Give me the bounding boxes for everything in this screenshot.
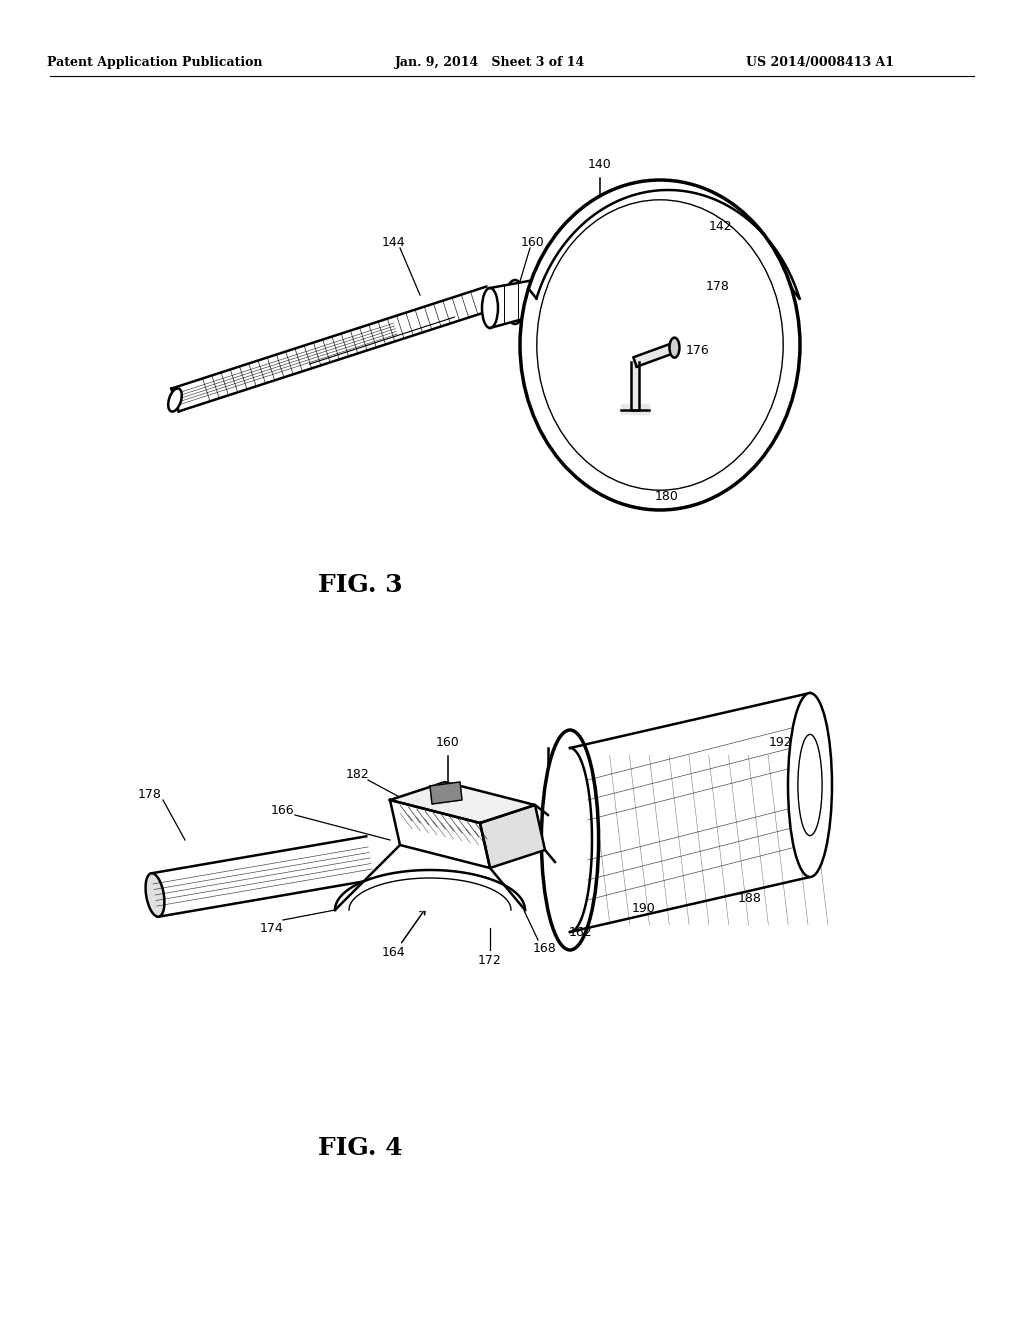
Ellipse shape [520, 180, 800, 510]
Text: Patent Application Publication: Patent Application Publication [47, 55, 263, 69]
Text: 190: 190 [632, 902, 656, 915]
Text: 168: 168 [534, 941, 557, 954]
Polygon shape [528, 180, 800, 298]
Ellipse shape [542, 730, 599, 950]
Text: 164: 164 [381, 946, 404, 960]
Text: 172: 172 [478, 953, 502, 966]
Polygon shape [490, 279, 545, 327]
Ellipse shape [798, 734, 822, 836]
Polygon shape [335, 870, 525, 909]
Polygon shape [335, 845, 525, 909]
Polygon shape [430, 781, 462, 804]
Polygon shape [490, 288, 545, 318]
Text: 166: 166 [270, 804, 294, 817]
Text: FIG. 3: FIG. 3 [317, 573, 402, 597]
Ellipse shape [505, 280, 525, 323]
Text: 160: 160 [436, 735, 460, 748]
Text: 176: 176 [686, 343, 710, 356]
Ellipse shape [145, 874, 165, 916]
Polygon shape [390, 781, 535, 822]
Polygon shape [390, 800, 490, 869]
Text: 178: 178 [707, 280, 730, 293]
Text: 144: 144 [381, 235, 404, 248]
Polygon shape [152, 837, 374, 916]
Polygon shape [631, 362, 639, 411]
Polygon shape [621, 404, 649, 414]
Ellipse shape [788, 693, 831, 876]
Ellipse shape [670, 338, 680, 358]
Text: US 2014/0008413 A1: US 2014/0008413 A1 [746, 55, 894, 69]
Text: 160: 160 [521, 235, 545, 248]
Text: 142: 142 [709, 219, 732, 232]
Text: 174: 174 [260, 921, 284, 935]
Text: Jan. 9, 2014   Sheet 3 of 14: Jan. 9, 2014 Sheet 3 of 14 [395, 55, 585, 69]
Text: 178: 178 [138, 788, 162, 801]
Ellipse shape [168, 388, 182, 412]
Text: 180: 180 [655, 490, 679, 503]
Text: 192: 192 [768, 735, 792, 748]
Text: 182: 182 [346, 767, 370, 780]
Ellipse shape [537, 199, 783, 490]
Polygon shape [633, 343, 676, 367]
Text: 188: 188 [738, 891, 762, 904]
Polygon shape [480, 805, 545, 869]
Text: FIG. 4: FIG. 4 [317, 1137, 402, 1160]
Ellipse shape [537, 277, 553, 313]
Text: 140: 140 [588, 158, 612, 172]
Ellipse shape [482, 288, 498, 327]
Polygon shape [171, 286, 494, 412]
Polygon shape [570, 693, 810, 932]
Text: 162: 162 [568, 927, 592, 940]
